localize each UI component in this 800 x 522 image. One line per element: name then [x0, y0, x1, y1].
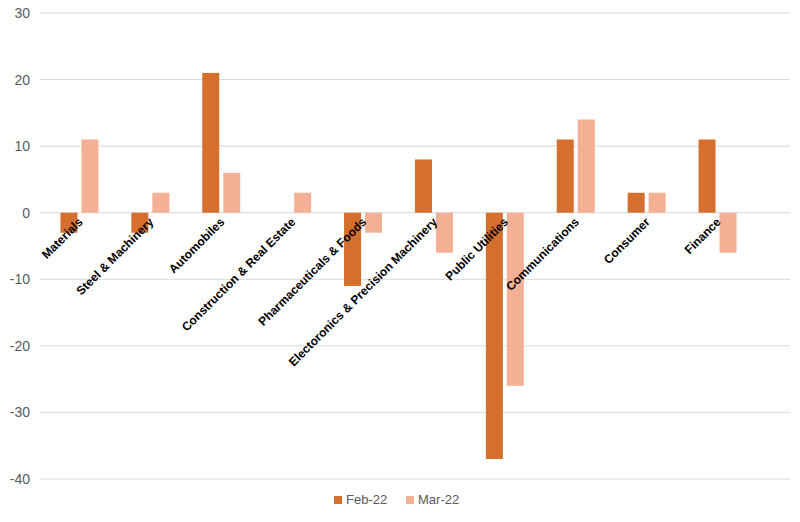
legend-swatch	[334, 496, 342, 504]
category-label: Steel & Machinery	[73, 215, 156, 298]
y-tick-label: -10	[10, 271, 30, 287]
bar	[415, 159, 432, 212]
category-label: Public Utilities	[443, 215, 512, 284]
category-label: Electoronics & Precision Machinery	[286, 215, 440, 369]
bars	[60, 73, 736, 459]
grid-line	[40, 412, 790, 413]
bar	[81, 139, 98, 212]
bar	[202, 73, 219, 213]
bar	[628, 193, 645, 213]
bar	[720, 213, 737, 253]
bar	[557, 139, 574, 212]
legend-label: Feb-22	[346, 492, 387, 507]
grid-line	[40, 146, 790, 147]
grid-line	[40, 345, 790, 346]
category-label: Materials	[39, 215, 86, 262]
chart-container: -40 -30 -20 -10 0 10 20 30 MaterialsSteel & Mach…	[0, 0, 800, 522]
bar	[649, 193, 666, 213]
bar	[294, 193, 311, 213]
y-tick-label: 30	[14, 5, 30, 21]
category-label: Consumer	[601, 215, 653, 267]
y-tick-label: 10	[14, 138, 30, 154]
bar	[486, 213, 503, 459]
grid-line	[40, 279, 790, 280]
y-tick-label: -40	[10, 471, 30, 487]
category-label: Communications	[503, 215, 582, 294]
y-tick-label: 0	[22, 205, 30, 221]
grid-line	[40, 479, 790, 480]
bar	[365, 213, 382, 233]
bar	[578, 120, 595, 213]
legend-label: Mar-22	[418, 492, 459, 507]
bar	[699, 139, 716, 212]
grid	[40, 13, 790, 479]
chart-svg: -40 -30 -20 -10 0 10 20 30 MaterialsSteel & Mach…	[0, 0, 800, 522]
y-tick-label: 20	[14, 72, 30, 88]
bar	[223, 173, 240, 213]
y-tick-label: -20	[10, 338, 30, 354]
bar	[273, 212, 290, 213]
bar	[507, 213, 524, 386]
bar	[436, 213, 453, 253]
bar	[152, 193, 169, 213]
category-label: Automobiles	[166, 215, 228, 277]
legend: Feb-22 Mar-22	[334, 492, 459, 507]
category-label: Construction & Real Estate	[179, 215, 299, 335]
y-tick-label: -30	[10, 404, 30, 420]
category-label: Finance	[682, 215, 724, 257]
legend-swatch	[406, 496, 414, 504]
grid-line	[40, 79, 790, 80]
grid-line	[40, 13, 790, 14]
